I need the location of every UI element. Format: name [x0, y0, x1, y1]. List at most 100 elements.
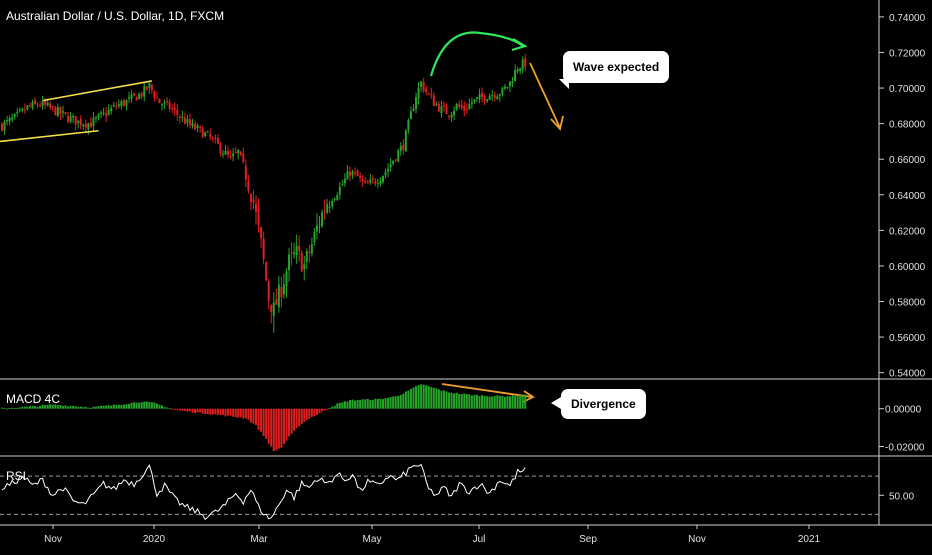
candle-body — [338, 186, 341, 195]
time-tick-label: May — [363, 534, 382, 545]
price-tick-label: 0.54000 — [889, 369, 926, 380]
macd-bar — [356, 399, 359, 409]
candle-body — [280, 287, 283, 298]
candle-body — [397, 150, 400, 162]
divergence-arrowhead — [522, 390, 535, 403]
candle-body — [72, 115, 75, 118]
macd-bar — [64, 405, 67, 409]
candle-body — [402, 144, 405, 150]
macd-bar — [255, 408, 257, 426]
divergence-line[interactable] — [441, 383, 533, 398]
macd-bar — [206, 408, 209, 415]
time-axis[interactable]: Nov 2020 Mar May Jul Sep Nov 2021 — [44, 525, 821, 545]
macd-bar — [481, 395, 484, 409]
macd-bar — [336, 403, 339, 409]
trendline[interactable] — [0, 129, 99, 143]
macd-bar — [36, 406, 39, 409]
trendline[interactable] — [43, 80, 153, 102]
candle-body — [84, 123, 87, 128]
candle-body — [468, 103, 471, 110]
macd-bar — [61, 405, 64, 409]
candle-body — [331, 201, 334, 207]
macd-bar — [34, 406, 37, 409]
price-tick-label: 0.74000 — [889, 13, 926, 24]
price-tick-label: 0.60000 — [889, 262, 926, 273]
price-tick-label: 0.72000 — [889, 48, 926, 59]
candle-body — [514, 70, 517, 82]
rsi-pane — [0, 463, 879, 521]
candle-body — [313, 231, 316, 243]
candle-body — [44, 101, 47, 105]
macd-bar — [211, 408, 214, 415]
candle-body — [290, 251, 293, 253]
candle-body — [519, 68, 522, 71]
macd-bar — [473, 394, 476, 409]
candle-body — [394, 159, 397, 161]
price-axis[interactable]: 0.74000 0.72000 0.70000 0.68000 0.66000 0.640… — [879, 13, 926, 502]
macd-bar — [308, 408, 311, 419]
candle-body — [105, 113, 108, 116]
candle-body — [196, 125, 199, 128]
macd-bar — [49, 404, 52, 409]
macd-bar — [437, 389, 440, 409]
macd-bar — [440, 390, 443, 409]
macd-bar — [295, 408, 298, 428]
macd-bar — [173, 408, 176, 410]
macd-bar — [196, 408, 199, 413]
macd-bar — [89, 407, 92, 409]
callout-tail — [559, 79, 569, 89]
macd-tick-label: -0.02000 — [885, 442, 925, 453]
macd-bar — [82, 407, 85, 409]
macd-bar — [496, 395, 499, 409]
candle-body — [267, 281, 270, 302]
candle-body — [41, 101, 44, 106]
candle-body — [92, 118, 95, 126]
macd-bar — [272, 408, 275, 452]
macd-bar — [87, 407, 90, 409]
wave-arc[interactable] — [429, 31, 524, 77]
macd-bar — [117, 404, 120, 409]
macd-bar — [39, 405, 42, 409]
macd-bar — [488, 396, 491, 409]
macd-bar — [41, 404, 44, 409]
candle-body — [143, 86, 146, 97]
macd-bar — [176, 408, 179, 410]
candle-body — [483, 96, 486, 101]
projection-arrowhead — [550, 115, 564, 131]
candle-body — [359, 176, 362, 178]
candle-body — [506, 86, 509, 88]
trendlines — [0, 80, 153, 143]
macd-bar — [282, 408, 285, 444]
candle-body — [87, 123, 90, 130]
candle-body — [77, 120, 80, 124]
candle-body — [3, 121, 6, 131]
macd-bar — [498, 395, 501, 409]
wave-arc-arrowhead — [511, 38, 528, 52]
candle-body — [102, 112, 105, 114]
candle-body — [161, 104, 164, 106]
candle-body — [128, 97, 130, 99]
macd-bar — [262, 408, 265, 437]
candle-body — [475, 97, 478, 99]
candle-body — [260, 227, 263, 239]
macd-bar — [453, 393, 456, 409]
candle-body — [140, 93, 143, 97]
macd-bar — [348, 400, 351, 409]
projection-arrow[interactable] — [529, 62, 561, 129]
price-tick-label: 0.56000 — [889, 333, 926, 344]
candle-body — [503, 86, 506, 89]
candle-body — [427, 93, 430, 95]
candle-body — [407, 119, 410, 131]
candle-body — [305, 251, 308, 262]
macd-bar — [374, 398, 377, 409]
candle-body — [277, 284, 280, 308]
macd-bar — [188, 408, 191, 412]
candle-body — [74, 115, 77, 125]
candle-body — [6, 120, 9, 122]
wave-expected-callout: Wave expected — [559, 51, 670, 89]
candle-body — [285, 271, 288, 286]
candle-body — [392, 160, 395, 164]
macd-bar — [402, 393, 405, 409]
candle-body — [166, 101, 169, 103]
